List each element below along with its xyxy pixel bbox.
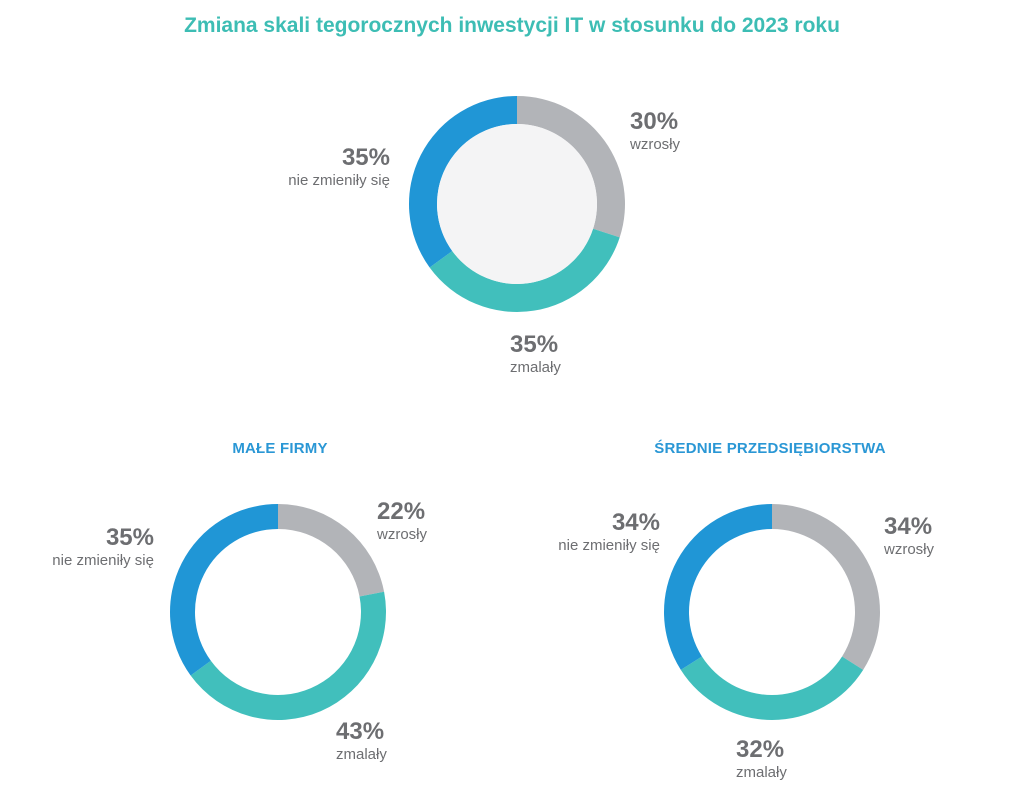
slice-zmalaly [680, 656, 864, 720]
cap-zmalaly-srednie: zmalały [736, 764, 787, 781]
label-wzrosly-srednie: 34% wzrosły [884, 513, 935, 558]
slice-wzrosly [772, 504, 880, 670]
label-nie-zmienily-srednie: 34% nie zmieniły się [558, 509, 660, 554]
slice-zmalaly [190, 591, 386, 720]
slice-nie-zmienily [170, 504, 278, 676]
slice-wzrosly [278, 504, 385, 597]
donut-chart-male-firmy [170, 504, 386, 720]
donut-center [437, 124, 597, 284]
label-wzrosly-overall: 30% wzrosły [630, 108, 681, 153]
slice-wzrosly [517, 96, 625, 238]
pct-wzrosly-overall: 30% [630, 108, 679, 135]
cap-zmalaly-overall: zmalały [510, 359, 561, 376]
label-zmalaly-male: 43% zmalały [336, 718, 387, 763]
donut-chart-overall [409, 96, 625, 312]
pct-zmalaly-srednie: 32% [736, 736, 785, 763]
pct-wzrosly-srednie: 34% [884, 513, 933, 540]
cap-wzrosly-overall: wzrosły [630, 136, 681, 153]
chart-title: Zmiana skali tegorocznych inwestycji IT … [184, 14, 840, 37]
slice-nie-zmienily [664, 504, 772, 670]
pct-nie-zmienily-male: 35% [105, 524, 154, 551]
cap-zmalaly-male: zmalały [336, 746, 387, 763]
slice-zmalaly [429, 228, 620, 312]
cap-wzrosly-male: wzrosły [377, 526, 428, 543]
pct-nie-zmienily-overall: 35% [341, 144, 390, 171]
label-nie-zmienily-male: 35% nie zmieniły się [52, 524, 154, 569]
label-wzrosly-male: 22% wzrosły [377, 498, 428, 543]
subtitle-male-firmy: MAŁE FIRMY [232, 440, 328, 457]
cap-nie-zmienily-male: nie zmieniły się [52, 552, 154, 569]
cap-nie-zmienily-overall: nie zmieniły się [288, 172, 390, 189]
label-nie-zmienily-overall: 35% nie zmieniły się [288, 144, 390, 189]
cap-nie-zmienily-srednie: nie zmieniły się [558, 537, 660, 554]
pct-wzrosly-male: 22% [377, 498, 426, 525]
pct-zmalaly-male: 43% [336, 718, 385, 745]
subtitle-srednie-przedsiebiorstwa: ŚREDNIE PRZEDSIĘBIORSTWA [654, 440, 886, 457]
label-zmalaly-srednie: 32% zmalały [736, 736, 787, 781]
cap-wzrosly-srednie: wzrosły [884, 541, 935, 558]
pct-nie-zmienily-srednie: 34% [611, 509, 660, 536]
pct-zmalaly-overall: 35% [510, 331, 559, 358]
donut-chart-srednie [664, 504, 880, 720]
slice-nie-zmienily [409, 96, 517, 268]
label-zmalaly-overall: 35% zmalały [510, 331, 561, 376]
